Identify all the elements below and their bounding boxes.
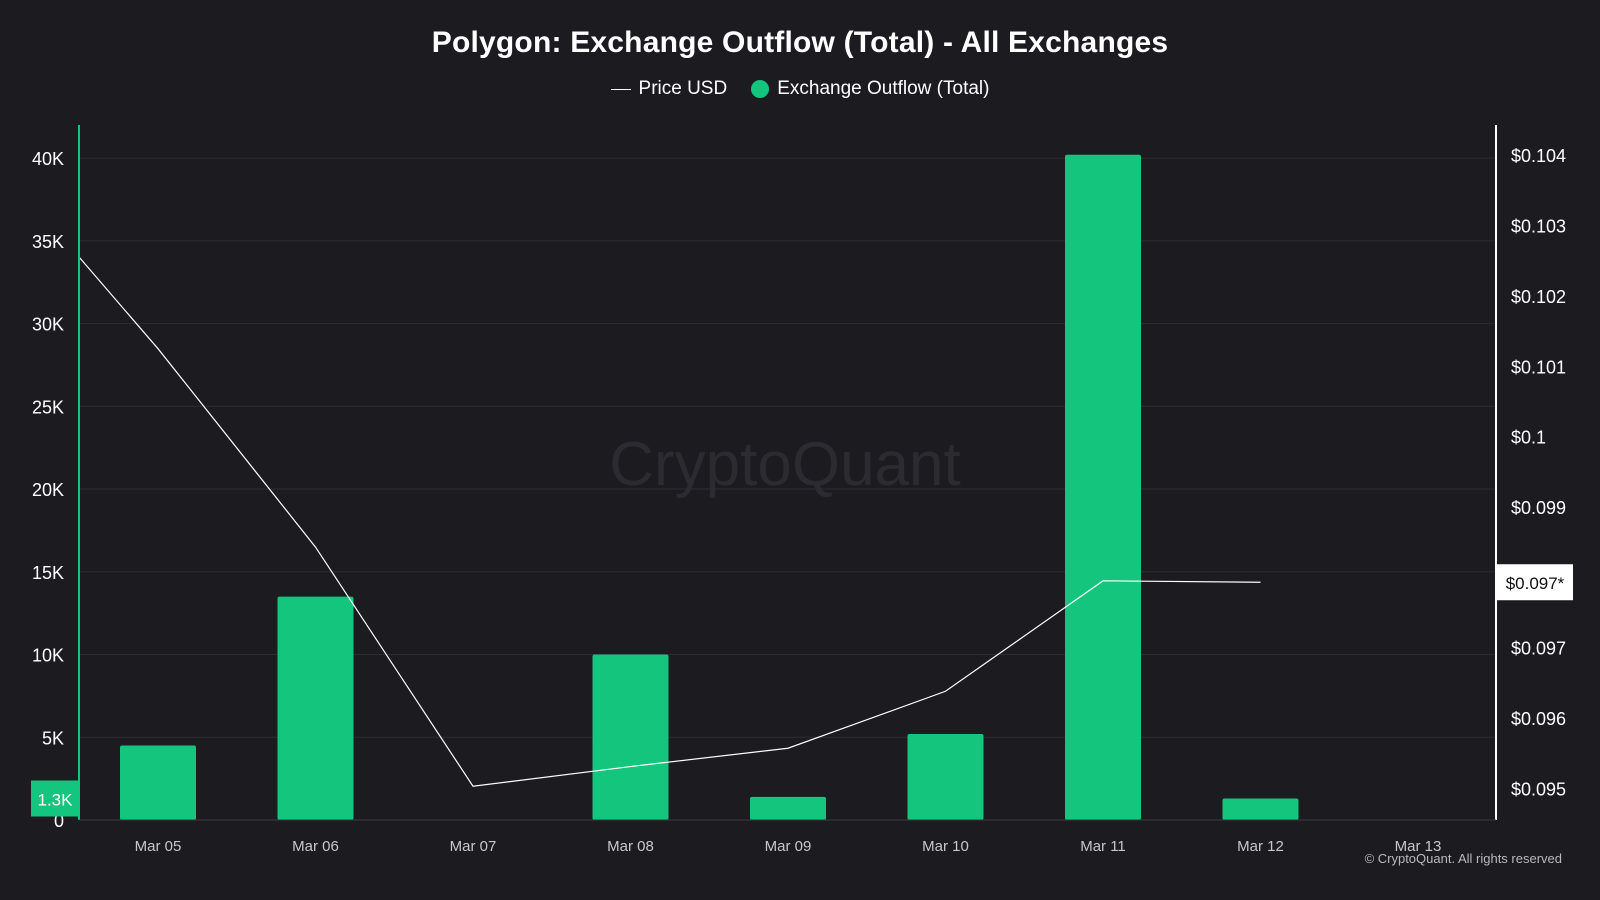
y-left-tick-label: 20K [32,480,64,500]
x-tick-label: Mar 13 [1395,838,1442,855]
y-right-tick-label: $0.095 [1511,779,1566,799]
legend: Price USD Exchange Outflow (Total) [0,78,1600,100]
bar [1222,798,1299,820]
y-right-tick-label: $0.102 [1511,287,1566,307]
x-tick-label: Mar 08 [607,838,654,855]
x-tick-label: Mar 09 [765,838,812,855]
bar [907,733,984,820]
chart-title: Polygon: Exchange Outflow (Total) - All … [431,26,1169,59]
bar [120,745,196,820]
y-left-tick-label: 10K [32,646,64,666]
x-tick-label: Mar 10 [922,838,969,855]
bar [750,796,826,820]
y-left-tick-label: 25K [32,397,64,417]
price-line [78,256,1261,787]
y-left-tick-label: 35K [32,232,64,252]
current-value-label-left: 1.3K [38,790,74,809]
x-tick-label: Mar 06 [292,838,339,855]
x-tick-label: Mar 07 [450,838,497,855]
x-tick-label: Mar 05 [135,838,182,855]
bar [592,654,669,820]
current-value-label-right: $0.097* [1506,574,1565,593]
line-swatch-icon [610,88,631,90]
y-right-tick-label: $0.099 [1511,498,1566,518]
current-value-marker-left [31,780,79,817]
x-tick-label: Mar 12 [1237,838,1284,855]
copyright-notice: © CryptoQuant. All rights reserved [1364,851,1562,866]
y-right-tick-label: $0.101 [1511,357,1566,377]
y-left-tick-label: 0 [54,811,64,831]
y-right-tick-label: $0.1 [1511,428,1546,448]
y-left-tick-label: 15K [32,563,64,583]
legend-item-outflow[interactable]: Exchange Outflow (Total) [751,78,989,100]
x-tick-label: Mar 11 [1080,838,1126,855]
dot-swatch-icon [751,80,770,98]
bar [277,596,354,820]
y-right-tick-label: $0.096 [1511,709,1566,729]
legend-item-price[interactable]: Price USD [610,78,728,100]
y-left-tick-label: 30K [32,315,64,335]
bar [1065,154,1141,821]
legend-label-outflow: Exchange Outflow (Total) [777,78,990,99]
y-right-tick-label: $0.104 [1511,146,1566,166]
watermark: CryptoQuant [609,430,961,499]
y-left-tick-label: 40K [32,149,64,169]
y-right-tick-label: $0.103 [1511,217,1566,237]
y-right-tick-label: $0.097 [1511,639,1566,659]
legend-label-price: Price USD [638,78,728,99]
current-value-marker-right [1497,564,1573,601]
y-left-tick-label: 5K [42,728,64,748]
